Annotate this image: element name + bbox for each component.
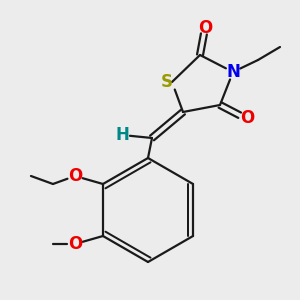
Text: O: O (68, 235, 82, 253)
Text: S: S (161, 73, 173, 91)
Text: O: O (68, 167, 82, 185)
Text: H: H (115, 126, 129, 144)
Text: O: O (198, 19, 212, 37)
Text: O: O (240, 109, 254, 127)
Text: N: N (226, 63, 240, 81)
